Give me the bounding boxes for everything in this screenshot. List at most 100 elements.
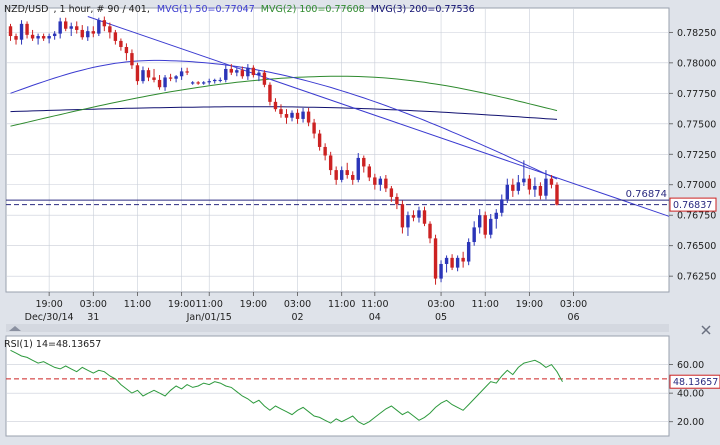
symbol-label: NZD/USD — [4, 4, 48, 15]
candle-body — [400, 204, 405, 228]
time-tick-label: 03:00 — [80, 299, 107, 310]
price-tick-label: 0.78250 — [677, 28, 716, 39]
meta-label: , 1 hour, # 90 / 401, — [53, 4, 149, 15]
rsi-tick-label: 20.00 — [677, 417, 704, 428]
price-tick-label: 0.76750 — [677, 211, 716, 222]
candle-body — [323, 146, 327, 156]
candle-body — [58, 21, 62, 34]
current-price-label: 0.76837 — [673, 200, 712, 211]
candle-body — [257, 72, 261, 76]
candle-body — [317, 133, 322, 147]
candle-body — [395, 196, 399, 205]
candle-body — [86, 31, 90, 38]
candle-body — [168, 77, 173, 79]
candle-body — [312, 122, 316, 134]
candle-body — [207, 81, 211, 83]
candle-body — [389, 188, 394, 197]
candle-body — [130, 53, 134, 66]
candle-body — [340, 170, 344, 180]
time-tick-label: 03:00 — [284, 299, 311, 310]
candle-body — [47, 36, 51, 39]
candle-body — [108, 26, 112, 33]
candle-body — [483, 215, 487, 235]
date-label: Jan/01/15 — [186, 312, 232, 323]
main-panel — [5, 7, 670, 293]
candle-body — [268, 84, 272, 102]
candle-body — [444, 257, 449, 264]
candle-body — [301, 111, 305, 119]
candle-body — [334, 170, 338, 180]
rsi-current-label: 48.13657 — [673, 377, 718, 388]
candle-body — [124, 47, 129, 54]
ma100-line — [10, 75, 558, 127]
candle-body — [36, 36, 40, 39]
candle-body — [91, 31, 95, 34]
ma50-legend: MVG(1) 50=0.77047 — [157, 4, 255, 15]
time-tick-label: 11:00 — [196, 299, 223, 310]
candle-body — [152, 77, 156, 80]
candle-body — [511, 184, 515, 191]
candle-body — [306, 111, 311, 123]
close-icon[interactable] — [701, 325, 711, 335]
candle-body — [406, 215, 410, 228]
rsi-tick-label: 60.00 — [677, 360, 704, 371]
time-tick-label: 03:00 — [427, 299, 454, 310]
candle-body — [411, 215, 416, 218]
date-label: 06 — [567, 312, 579, 323]
candle-body — [185, 71, 189, 73]
panel-splitter[interactable] — [6, 324, 669, 332]
price-tick-label: 0.77750 — [677, 89, 716, 100]
ma200-legend: MVG(3) 200=0.77536 — [371, 4, 475, 15]
candle-body — [500, 199, 504, 213]
candle-body — [328, 155, 333, 171]
candle-body — [345, 170, 349, 175]
candle-body — [555, 184, 559, 205]
candle-body — [384, 178, 388, 189]
price-tick-label: 0.76250 — [677, 272, 716, 283]
candle-body — [362, 157, 366, 167]
candle-body — [218, 79, 222, 81]
price-tick-label: 0.78000 — [677, 58, 716, 69]
candle-body — [450, 257, 454, 268]
candle-body — [163, 77, 167, 88]
candle-body — [378, 178, 383, 185]
candle-body — [69, 26, 73, 29]
candle-body — [196, 82, 200, 84]
horizontal-level-label: 0.76874 — [626, 189, 667, 200]
candle-body — [417, 210, 421, 218]
date-label: 02 — [291, 312, 303, 323]
date-label: Dec/30/14 — [25, 312, 74, 323]
candle-body — [135, 65, 140, 82]
candle-body — [455, 257, 460, 268]
time-tick-label: 11:00 — [124, 299, 151, 310]
candle-body — [174, 76, 178, 79]
price-tick-label: 0.77250 — [677, 150, 716, 161]
candle-body — [284, 114, 289, 118]
rsi-line — [10, 349, 563, 426]
candle-body — [97, 20, 101, 34]
collapse-icon[interactable] — [9, 326, 21, 331]
candle-body — [373, 177, 377, 185]
candle-body — [533, 185, 537, 190]
candle-body — [290, 112, 294, 118]
time-tick-label: 19:00 — [240, 299, 267, 310]
candle-body — [522, 178, 526, 183]
candle-body — [41, 36, 46, 39]
candle-body — [224, 68, 228, 80]
candle-body — [251, 67, 256, 76]
candle-body — [494, 212, 498, 219]
trendline[interactable] — [87, 16, 670, 217]
candle-body — [478, 215, 482, 228]
main-plot-area: 0.76874 — [6, 16, 670, 285]
candle-body — [113, 32, 118, 41]
candle-body — [472, 227, 476, 243]
rsi-axis: 60.00 40.00 20.00 48.13657 — [669, 360, 720, 428]
candle-body — [102, 20, 107, 27]
time-tick-label: 11:00 — [328, 299, 355, 310]
candle-body — [19, 23, 24, 40]
candle-body — [549, 178, 554, 185]
time-tick-label: 19:00 — [35, 299, 62, 310]
candle-body — [439, 263, 443, 279]
candle-body — [527, 178, 532, 190]
